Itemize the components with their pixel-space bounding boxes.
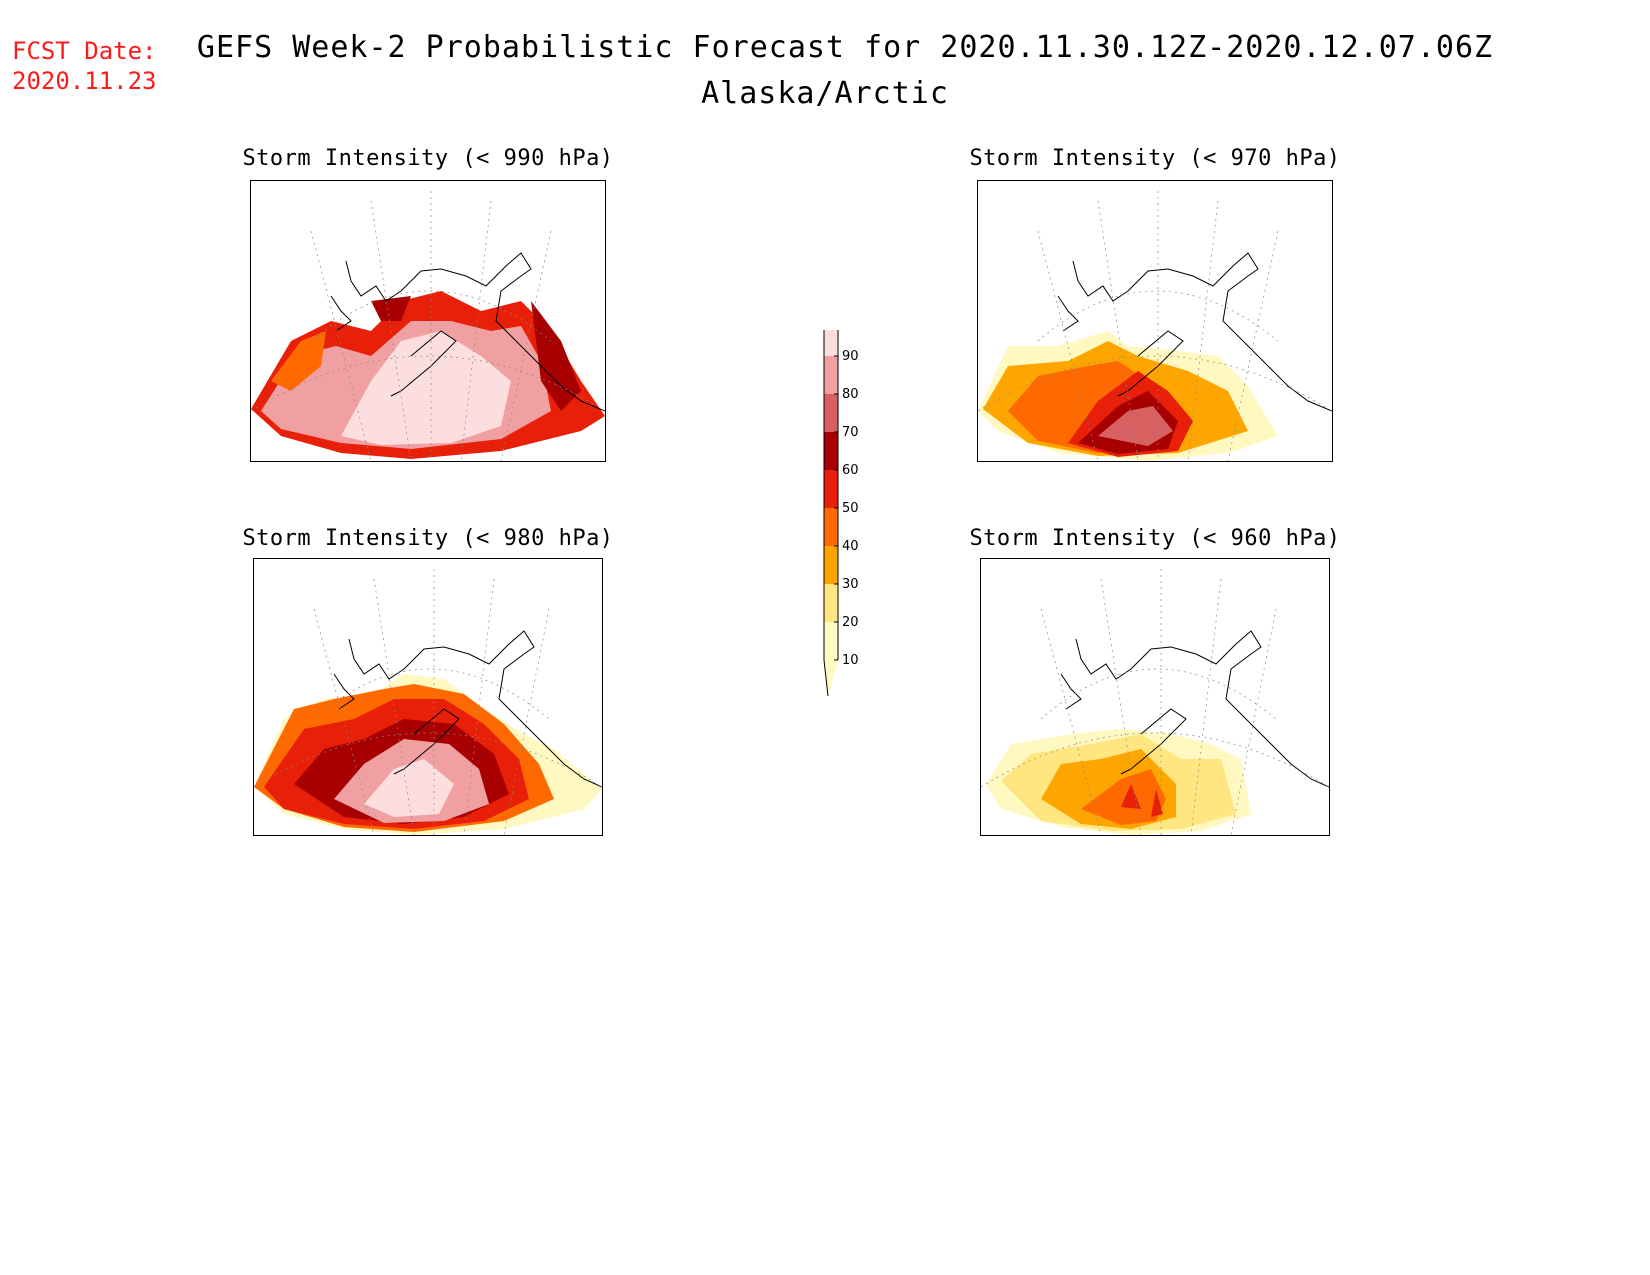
panel-title-970: Storm Intensity (< 970 hPa) [969, 146, 1341, 171]
colorbar-graphic: 10 20 30 40 50 60 70 80 90 [823, 281, 859, 697]
map-970-gridlines [978, 191, 1332, 461]
colorbar-label-80: 80 [842, 387, 859, 402]
map-970-fill [978, 331, 1278, 461]
map-980-fill [254, 674, 602, 835]
map-panel-990 [250, 180, 606, 462]
forecast-date-block: FCST Date: 2020.11.23 [12, 36, 157, 96]
map-960-coastline [1060, 630, 1329, 788]
colorbar-label-20: 20 [842, 615, 859, 630]
colorbar-label-70: 70 [842, 425, 859, 440]
colorbar-swatch-7 [824, 394, 838, 432]
map-990-graphic [251, 191, 605, 461]
map-990-gridlines [251, 191, 605, 461]
colorbar-label-90: 90 [842, 349, 859, 364]
colorbar-swatch-9 [824, 318, 838, 356]
colorbar-label-10: 10 [842, 653, 859, 668]
map-980-coastline [333, 630, 602, 788]
colorbar-swatch-5 [824, 470, 838, 508]
colorbar-label-60: 60 [842, 463, 859, 478]
panel-title-990: Storm Intensity (< 990 hPa) [242, 146, 614, 171]
map-panel-960 [980, 558, 1330, 836]
map-960-fill [986, 729, 1251, 835]
colorbar-label-40: 40 [842, 539, 859, 554]
map-panel-980 [253, 558, 603, 836]
colorbar-swatch-2 [824, 584, 838, 622]
colorbar: 10 20 30 40 50 60 70 80 90 [820, 281, 880, 754]
map-panel-970 [977, 180, 1333, 462]
region-subtitle: Alaska/Arctic [701, 76, 949, 111]
forecast-date-label: FCST Date: [12, 37, 157, 65]
map-980-gridlines [254, 569, 602, 835]
panel-title-960: Storm Intensity (< 960 hPa) [969, 526, 1341, 551]
colorbar-swatch-3 [824, 546, 838, 584]
colorbar-swatch-1 [824, 622, 838, 660]
page-title: GEFS Week-2 Probabilistic Forecast for 2… [196, 30, 1494, 65]
map-980-graphic [254, 569, 602, 835]
panel-title-980: Storm Intensity (< 980 hPa) [242, 526, 614, 551]
map-990-fill [251, 291, 605, 459]
map-960-graphic [981, 569, 1329, 835]
colorbar-swatch-6 [824, 432, 838, 470]
colorbar-label-50: 50 [842, 501, 859, 516]
forecast-date-value: 2020.11.23 [12, 67, 157, 95]
colorbar-swatch-4 [824, 508, 838, 546]
colorbar-label-30: 30 [842, 577, 859, 592]
map-970-graphic [978, 191, 1332, 461]
colorbar-swatch-8 [824, 356, 838, 394]
map-960-gridlines [981, 569, 1329, 835]
